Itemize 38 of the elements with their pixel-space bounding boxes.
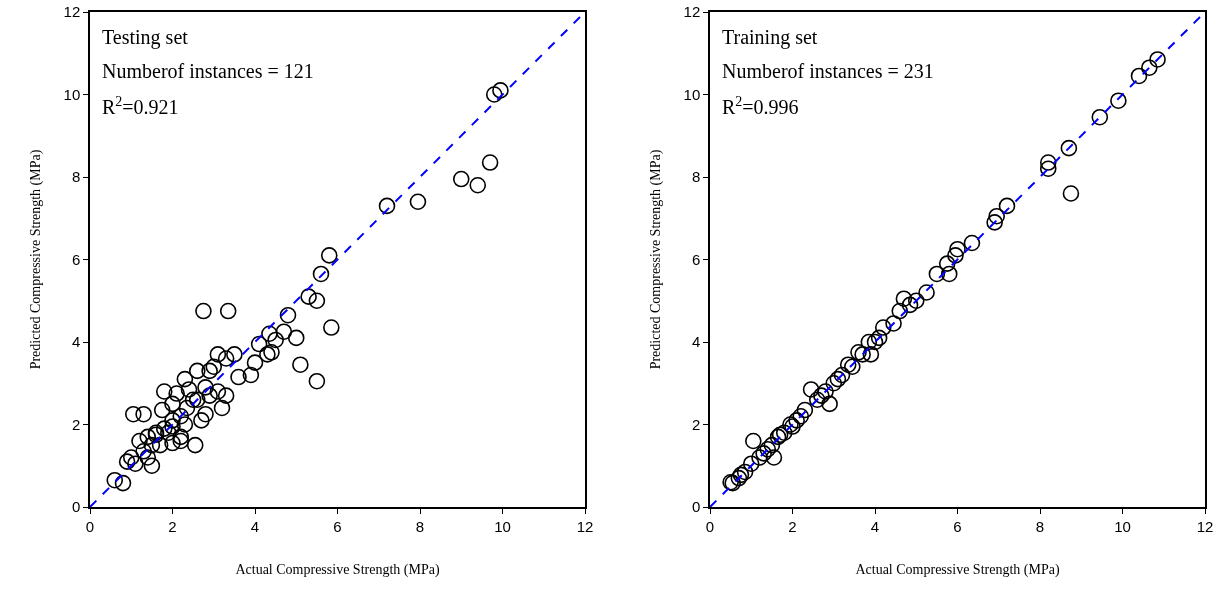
- y-tick-label: 2: [691, 415, 701, 433]
- y-tick-label: 10: [63, 85, 81, 103]
- x-tick-label: 12: [576, 517, 594, 535]
- annotation: Testing set: [102, 26, 189, 49]
- annotation: Numberof instances = 231: [722, 60, 934, 82]
- annotation: Training set: [722, 26, 818, 49]
- y-tick-label: 12: [63, 3, 81, 21]
- x-tick-label: 10: [494, 517, 511, 535]
- y-axis-title: Predicted Compressive Strength (MPa): [27, 149, 44, 370]
- y-tick-label: 4: [71, 333, 81, 351]
- y-tick-label: 4: [691, 333, 701, 351]
- x-tick-label: 0: [85, 517, 95, 535]
- annotation: R$^{2}$=0.996: [722, 94, 799, 119]
- x-tick-label: 8: [415, 517, 425, 535]
- x-tick-label: 4: [870, 517, 880, 535]
- x-axis-title: Actual Compressive Strength (MPa): [855, 561, 1060, 578]
- x-tick-label: 10: [1114, 517, 1131, 535]
- x-tick-label: 8: [1035, 517, 1045, 535]
- x-tick-label: 4: [250, 517, 260, 535]
- y-tick-label: 0: [71, 498, 81, 516]
- y-tick-label: 6: [71, 250, 81, 268]
- y-tick-label: 10: [683, 85, 701, 103]
- y-axis-title: Predicted Compressive Strength (MPa): [647, 149, 664, 370]
- x-tick-label: 0: [705, 517, 715, 535]
- y-tick-label: 8: [691, 168, 701, 186]
- y-tick-label: 0: [691, 498, 701, 516]
- x-axis-title: Actual Compressive Strength (MPa): [235, 561, 440, 578]
- x-tick-label: 2: [788, 517, 797, 535]
- annotation: R$^{2}$=0.921: [102, 94, 179, 119]
- y-tick-label: 6: [691, 250, 701, 268]
- x-tick-label: 6: [333, 517, 342, 535]
- x-tick-label: 12: [1196, 517, 1214, 535]
- annotation: Numberof instances = 121: [102, 60, 314, 82]
- x-tick-label: 6: [953, 517, 962, 535]
- y-tick-label: 8: [71, 168, 81, 186]
- y-tick-label: 2: [71, 415, 81, 433]
- y-tick-label: 12: [683, 3, 701, 21]
- x-tick-label: 2: [168, 517, 177, 535]
